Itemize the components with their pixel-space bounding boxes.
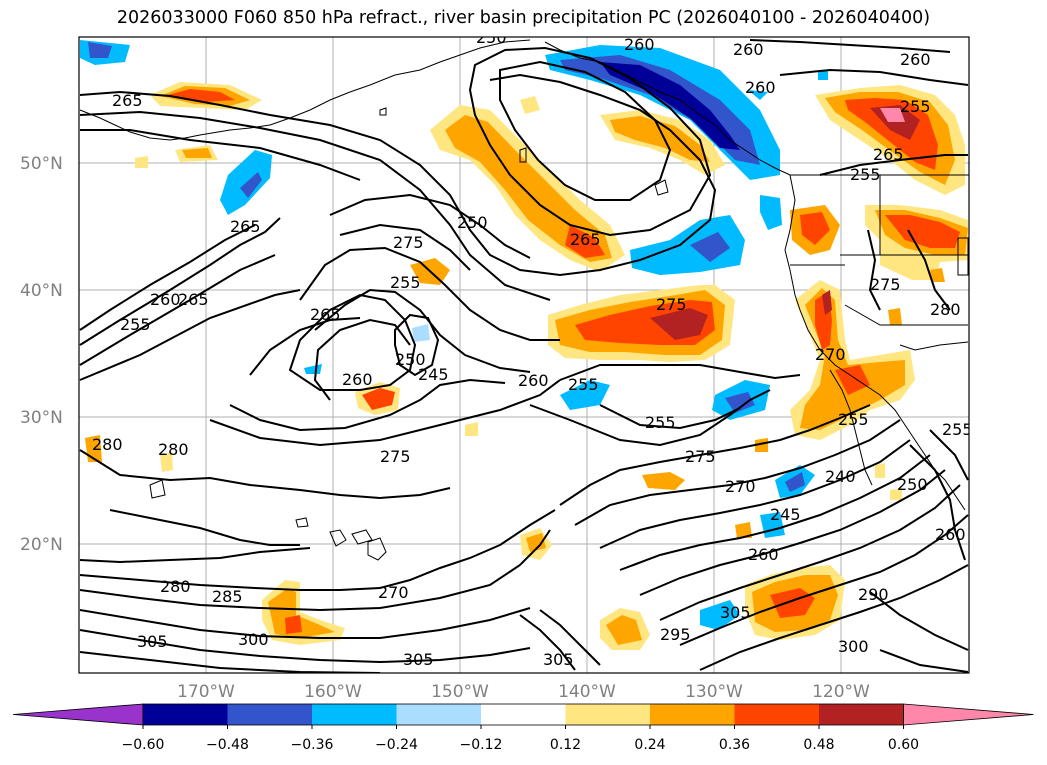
contour-label: 250 [395,350,426,369]
colorbar-tick-label: −0.48 [206,737,249,753]
contour-label: 265 [112,91,143,110]
contour-label: 265 [873,145,904,164]
colorbar-segment [312,704,397,725]
lon-label: 130°W [685,682,743,702]
lat-label: 20°N [20,535,63,555]
contour-label: 275 [393,233,424,252]
contour-label: 255 [850,165,881,184]
map-frame [78,36,970,674]
contour-label: 255 [942,420,973,439]
lon-label: 140°W [558,682,616,702]
contour-label: 280 [158,440,189,459]
contour-label: 275 [870,275,901,294]
colorbar-segment [143,704,228,725]
contour-label: 270 [378,583,409,602]
latitude-labels: 50°N 40°N 30°N 20°N [20,154,63,555]
negative-anomaly-shading [80,40,828,630]
coastlines [79,39,969,561]
contour-label: 285 [212,587,243,606]
colorbar-segment [734,704,820,725]
colorbar-segment [227,704,313,725]
contour-label: 255 [838,410,869,429]
contour-label: 260 [150,290,181,309]
colorbar-segment [650,704,735,725]
contour-label: 305 [137,632,168,651]
contour-label: 280 [930,300,961,319]
colorbar-extend-high [903,703,1034,726]
contour-label: 260 [900,50,931,69]
contour-label: 255 [900,97,931,116]
contour-label: 305 [403,650,434,669]
contour-labels: 265 250 260 260 260 255 265 260 255 265 … [92,28,973,669]
contour-label: 255 [645,413,676,432]
lon-label: 160°W [304,682,362,702]
colorbar-tick-label: −0.36 [291,737,334,753]
map-title: 2026033000 F060 850 hPa refract., river … [116,8,931,28]
colorbar-segment [819,704,904,725]
contour-label: 275 [656,295,687,314]
colorbar-tick-label: 0.24 [634,737,665,753]
colorbar-tick-label: −0.60 [122,737,165,753]
contour-label: 260 [935,525,966,544]
contour-label: 260 [748,545,779,564]
contour-label: 270 [815,345,846,364]
contour-label: 245 [770,505,801,524]
contour-label: 265 [570,230,601,249]
lat-label: 30°N [20,408,63,428]
colorbar-tick-labels: −0.60 −0.48 −0.36 −0.24 −0.12 0.12 0.24 0.36 0.4… [122,725,919,753]
colorbar [12,703,1034,726]
contour-label: 260 [342,370,373,389]
contour-label: 255 [390,273,421,292]
colorbar-extend-low [12,703,144,726]
colorbar-tick-label: 0.36 [719,737,750,753]
longitude-labels: 170°W 160°W 150°W 140°W 130°W 120°W [177,682,870,702]
contour-label: 245 [418,365,449,384]
colorbar-segment [565,704,651,725]
contour-label: 265 [178,290,209,309]
contour-label: 290 [858,585,889,604]
contour-label: 260 [624,35,655,54]
contour-label: 280 [160,577,191,596]
contour-label: 265 [230,217,261,236]
contour-label: 300 [238,630,269,649]
colorbar-tick-label: −0.12 [460,737,503,753]
colorbar-tick-label: 0.48 [803,737,834,753]
contour-label: 255 [120,315,151,334]
positive-anomaly-shading [85,82,968,650]
contour-label: 250 [476,28,507,47]
contour-label: 275 [685,447,716,466]
contour-label: 275 [380,447,411,466]
colorbar-segment [396,704,482,725]
contour-label: 270 [725,477,756,496]
colorbar-tick-label: 0.12 [550,737,581,753]
contour-label: 280 [92,435,123,454]
refractivity-contours [79,39,969,673]
contour-label: 260 [733,40,764,59]
lat-label: 40°N [20,281,63,301]
contour-label: 305 [543,650,574,669]
contour-label: 300 [838,637,869,656]
lon-label: 120°W [812,682,870,702]
colorbar-tick-label: 0.60 [888,737,919,753]
lon-label: 150°W [431,682,489,702]
contour-label: 260 [518,371,549,390]
colorbar-tick-label: −0.24 [375,737,418,753]
colorbar-frame [142,703,904,726]
contour-label: 305 [720,603,751,622]
contour-label: 250 [897,475,928,494]
contour-label: 250 [457,213,488,232]
contour-label: 240 [825,467,856,486]
lat-label: 50°N [20,154,63,174]
contour-label: 255 [568,375,599,394]
lon-label: 170°W [177,682,235,702]
contour-label: 260 [745,78,776,97]
map-area: 265 250 260 260 260 255 265 260 255 265 … [79,28,973,673]
contour-label: 265 [310,305,341,324]
colorbar-segment [481,704,566,725]
contour-label: 295 [660,625,691,644]
